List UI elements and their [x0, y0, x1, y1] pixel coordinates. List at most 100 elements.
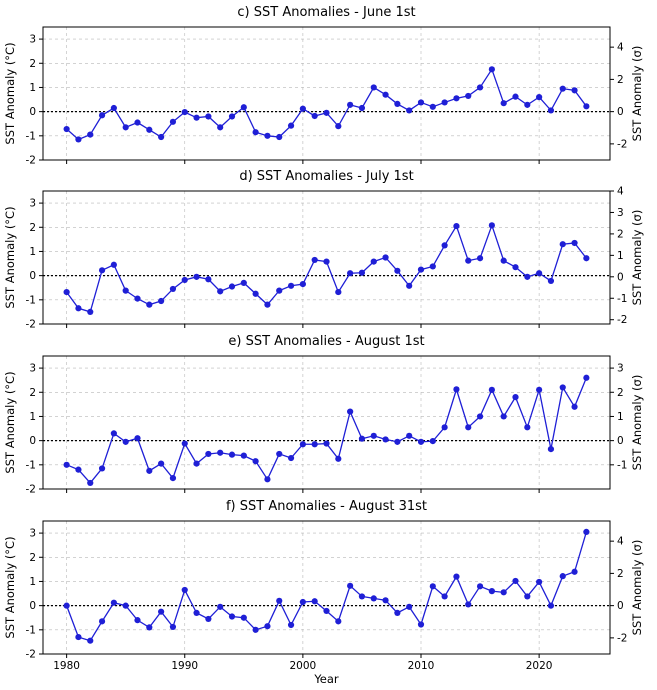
data-point [181, 440, 188, 447]
y-axis-label: SST Anomaly (°C) [3, 206, 17, 308]
data-point [110, 599, 117, 606]
data-point [417, 621, 425, 628]
x-tick-label: 2000 [290, 660, 317, 672]
data-point [311, 112, 318, 120]
data-point [417, 266, 425, 273]
data-point [287, 282, 295, 289]
data-point [500, 100, 507, 107]
data-point [287, 122, 295, 129]
data-point [205, 276, 212, 283]
data-point [299, 441, 306, 448]
data-point [417, 99, 425, 106]
data-point [441, 593, 448, 600]
data-point [228, 451, 236, 458]
data-point [252, 626, 259, 633]
data-point [358, 104, 366, 112]
data-point [406, 603, 413, 610]
data-point [146, 126, 153, 133]
y-tick-label: 3 [29, 528, 36, 540]
data-point [240, 452, 247, 459]
plot-frame [42, 190, 611, 325]
data-point [441, 242, 448, 249]
data-point [370, 595, 377, 602]
data-point [264, 132, 271, 139]
data-point [240, 279, 247, 286]
y-tick-label: 2 [29, 552, 36, 564]
data-point [228, 113, 236, 120]
data-point [193, 114, 200, 121]
y-right-tick-label: 4 [617, 536, 624, 548]
data-point [311, 441, 318, 448]
data-point [524, 424, 531, 431]
y-tick-label: 0 [29, 106, 36, 118]
data-point [323, 440, 330, 447]
data-point [441, 424, 448, 431]
data-point [488, 222, 495, 229]
data-point [228, 283, 236, 290]
data-point [110, 430, 117, 437]
data-point [122, 124, 129, 131]
series-line [66, 67, 587, 141]
data-point [358, 435, 366, 442]
data-point [205, 615, 212, 623]
y-tick-label: 2 [29, 58, 36, 70]
data-point [98, 465, 106, 472]
chart-panel-4: f) SST Anomalies - August 31st -2 -1 0 1 2 3 -2… [3, 499, 644, 686]
data-point [571, 239, 578, 247]
data-point [417, 438, 425, 445]
data-point [264, 623, 271, 630]
y-right-tick-label: -2 [617, 138, 627, 150]
y-tick-label: -2 [26, 649, 36, 661]
data-point [536, 578, 543, 586]
data-point [87, 479, 94, 487]
data-point [347, 582, 354, 589]
data-point [488, 588, 495, 595]
data-point [75, 466, 82, 473]
data-point [98, 112, 106, 119]
data-point [476, 583, 484, 590]
data-point [453, 386, 460, 393]
y-tick-label: 2 [29, 387, 36, 399]
data-point [370, 84, 377, 91]
data-point [429, 438, 436, 445]
data-point [406, 432, 413, 439]
data-point [276, 450, 283, 458]
data-point [500, 413, 507, 420]
data-point [429, 103, 436, 110]
data-point [122, 287, 129, 294]
data-point [217, 603, 224, 610]
y-tick-label: 1 [29, 246, 36, 258]
data-point [347, 408, 354, 415]
data-point [453, 95, 460, 102]
data-point [276, 133, 283, 141]
y-axis-label-right: SST Anomaly (σ) [630, 46, 644, 142]
data-point [193, 460, 200, 467]
series-line [66, 223, 587, 313]
data-point [228, 613, 236, 620]
data-point [583, 374, 590, 381]
data-point [488, 66, 495, 73]
y-tick-label: 0 [29, 600, 36, 612]
plot-frame [42, 26, 611, 161]
data-point [217, 288, 224, 295]
data-point [453, 573, 460, 580]
data-point [134, 617, 141, 624]
data-point [347, 270, 354, 277]
data-point [146, 467, 153, 474]
data-point [134, 119, 141, 126]
x-tick-label: 1990 [171, 660, 198, 672]
y-axis-label: SST Anomaly (°C) [3, 371, 17, 473]
data-point [559, 85, 566, 92]
data-point [465, 257, 472, 264]
data-point [406, 282, 413, 289]
data-point [146, 624, 153, 631]
y-right-tick-label: 2 [617, 387, 624, 399]
data-point [252, 290, 259, 297]
data-point [465, 601, 472, 608]
data-point [524, 101, 531, 108]
data-point [488, 386, 495, 393]
data-point [98, 618, 106, 625]
x-tick-label: 2020 [526, 660, 553, 672]
data-point [394, 100, 401, 107]
data-point [87, 637, 94, 644]
